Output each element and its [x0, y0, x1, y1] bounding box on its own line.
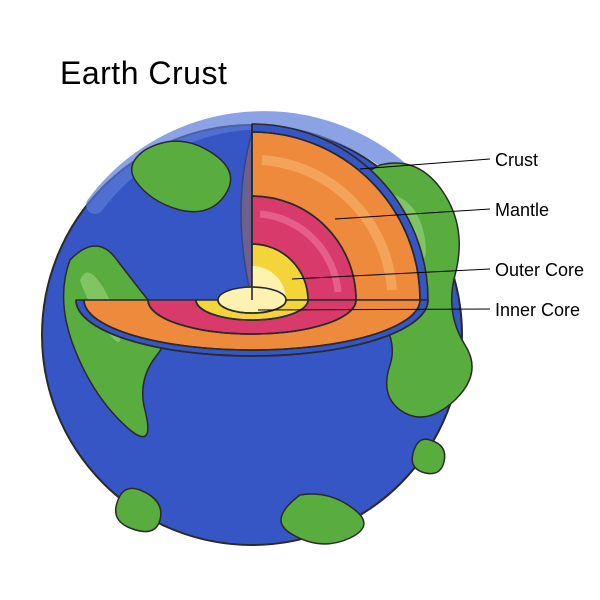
label-inner-core: Inner Core	[495, 300, 580, 321]
label-crust: Crust	[495, 150, 538, 171]
label-mantle: Mantle	[495, 200, 549, 221]
label-outer-core: Outer Core	[495, 260, 584, 281]
